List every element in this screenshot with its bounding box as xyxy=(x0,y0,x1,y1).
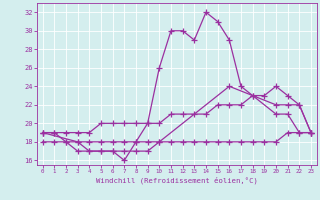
X-axis label: Windchill (Refroidissement éolien,°C): Windchill (Refroidissement éolien,°C) xyxy=(96,177,258,184)
